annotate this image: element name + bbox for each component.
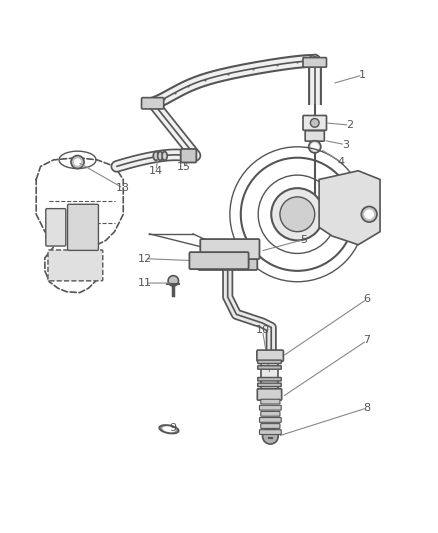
Ellipse shape — [153, 151, 159, 160]
FancyBboxPatch shape — [303, 58, 326, 67]
Text: 1: 1 — [359, 70, 366, 80]
Circle shape — [168, 276, 179, 286]
Text: 5: 5 — [300, 235, 307, 245]
Text: 8: 8 — [364, 403, 371, 413]
Circle shape — [311, 118, 319, 127]
Text: 11: 11 — [138, 278, 152, 288]
Text: 7: 7 — [364, 335, 371, 345]
Text: 4: 4 — [337, 157, 344, 167]
Circle shape — [271, 188, 323, 240]
FancyBboxPatch shape — [303, 116, 326, 130]
FancyBboxPatch shape — [258, 383, 281, 386]
FancyBboxPatch shape — [261, 424, 280, 429]
Circle shape — [243, 245, 252, 254]
Text: 3: 3 — [342, 140, 349, 150]
Circle shape — [206, 245, 215, 254]
FancyBboxPatch shape — [46, 208, 66, 246]
Ellipse shape — [158, 151, 163, 160]
Text: 12: 12 — [138, 254, 152, 264]
Circle shape — [280, 197, 315, 232]
Text: 14: 14 — [149, 166, 163, 176]
Text: 13: 13 — [116, 183, 130, 193]
Text: 6: 6 — [364, 294, 371, 304]
FancyBboxPatch shape — [141, 98, 164, 109]
FancyBboxPatch shape — [181, 149, 196, 163]
Circle shape — [365, 210, 374, 219]
FancyBboxPatch shape — [257, 350, 283, 361]
FancyBboxPatch shape — [259, 417, 281, 422]
Text: 9: 9 — [170, 423, 177, 433]
Ellipse shape — [162, 151, 167, 160]
FancyBboxPatch shape — [198, 253, 257, 270]
Text: 10: 10 — [255, 326, 269, 335]
FancyBboxPatch shape — [261, 411, 280, 416]
FancyBboxPatch shape — [259, 430, 281, 434]
FancyBboxPatch shape — [258, 360, 281, 364]
Circle shape — [311, 143, 318, 150]
Circle shape — [71, 156, 84, 168]
Circle shape — [310, 54, 320, 65]
Circle shape — [262, 429, 278, 444]
Circle shape — [235, 257, 242, 264]
FancyBboxPatch shape — [261, 360, 278, 389]
FancyBboxPatch shape — [258, 366, 281, 369]
FancyBboxPatch shape — [261, 399, 280, 404]
Circle shape — [74, 159, 81, 165]
FancyBboxPatch shape — [258, 377, 281, 381]
FancyBboxPatch shape — [259, 405, 281, 410]
FancyBboxPatch shape — [189, 252, 249, 269]
Polygon shape — [319, 171, 380, 245]
FancyBboxPatch shape — [200, 239, 259, 259]
Circle shape — [309, 141, 321, 153]
Circle shape — [361, 206, 377, 222]
FancyBboxPatch shape — [257, 389, 282, 400]
Text: 15: 15 — [177, 162, 191, 172]
Circle shape — [196, 257, 203, 264]
Ellipse shape — [163, 427, 175, 432]
FancyBboxPatch shape — [48, 250, 103, 281]
Circle shape — [205, 258, 212, 265]
Circle shape — [242, 258, 249, 265]
FancyBboxPatch shape — [67, 204, 99, 251]
FancyBboxPatch shape — [305, 131, 324, 141]
Circle shape — [312, 56, 318, 63]
Text: 2: 2 — [346, 120, 353, 130]
Ellipse shape — [159, 425, 179, 433]
